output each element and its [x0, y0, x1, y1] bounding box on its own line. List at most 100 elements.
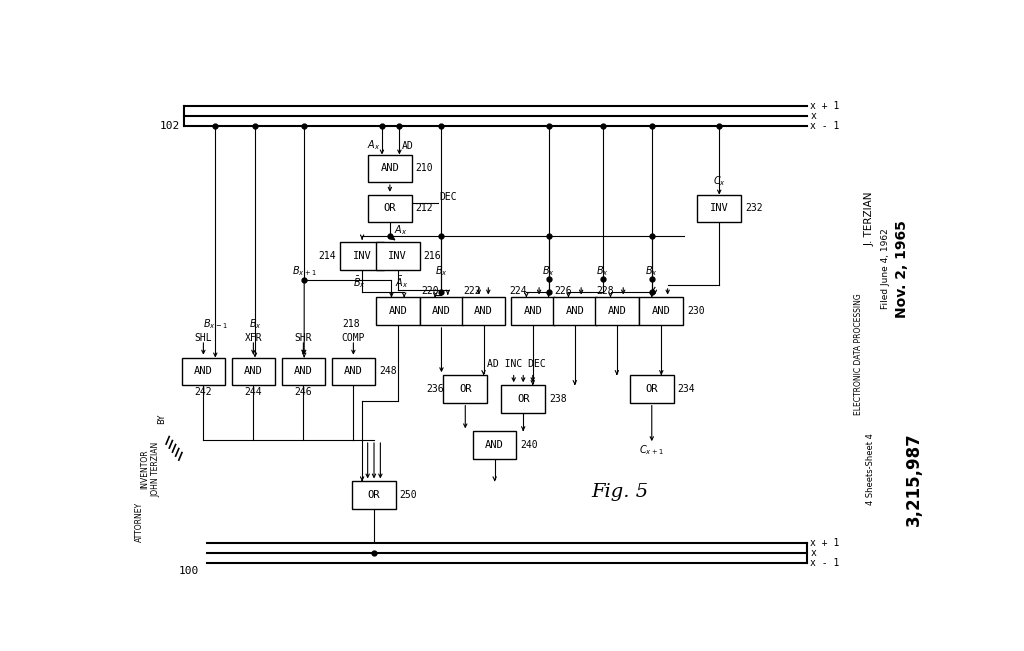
Text: $B_x$: $B_x$ — [596, 264, 609, 278]
Text: $A_x$: $A_x$ — [394, 223, 408, 237]
Text: $A_x$: $A_x$ — [368, 139, 380, 152]
FancyBboxPatch shape — [443, 375, 487, 403]
Text: AND: AND — [565, 306, 584, 316]
FancyBboxPatch shape — [376, 242, 420, 270]
Text: OR: OR — [645, 384, 658, 394]
Text: AND: AND — [607, 306, 627, 316]
Text: AND: AND — [344, 367, 362, 376]
Text: x - 1: x - 1 — [811, 120, 840, 131]
Text: x: x — [811, 548, 816, 559]
Text: INVENTOR
JOHN TERZIAN: INVENTOR JOHN TERZIAN — [140, 441, 160, 497]
FancyBboxPatch shape — [697, 195, 741, 222]
Text: ATTORNEY: ATTORNEY — [135, 502, 144, 542]
Text: 100: 100 — [179, 566, 200, 576]
Text: ELECTRONIC DATA PROCESSING: ELECTRONIC DATA PROCESSING — [854, 293, 862, 415]
Text: $B_x$: $B_x$ — [435, 264, 447, 278]
Text: 234: 234 — [678, 384, 695, 394]
FancyBboxPatch shape — [553, 298, 597, 325]
Text: 248: 248 — [379, 367, 396, 376]
Text: 242: 242 — [195, 387, 212, 396]
Text: Fig. 5: Fig. 5 — [592, 482, 648, 501]
FancyBboxPatch shape — [595, 298, 639, 325]
FancyBboxPatch shape — [368, 195, 412, 222]
Text: INV: INV — [710, 204, 729, 214]
Text: 228: 228 — [597, 286, 614, 296]
FancyBboxPatch shape — [368, 154, 412, 182]
Text: x - 1: x - 1 — [811, 559, 840, 568]
Text: AD INC DEC: AD INC DEC — [487, 359, 546, 369]
FancyBboxPatch shape — [332, 357, 375, 385]
Text: 238: 238 — [549, 394, 566, 404]
Text: AND: AND — [388, 306, 408, 316]
FancyBboxPatch shape — [502, 385, 545, 413]
Text: AND: AND — [523, 306, 542, 316]
Text: 3,215,987: 3,215,987 — [904, 432, 923, 526]
Text: INV: INV — [388, 251, 408, 261]
FancyBboxPatch shape — [473, 431, 516, 459]
FancyBboxPatch shape — [181, 357, 225, 385]
FancyBboxPatch shape — [282, 357, 326, 385]
Text: BY: BY — [157, 414, 166, 424]
Text: $B_{x+1}$: $B_{x+1}$ — [292, 264, 316, 278]
Text: J. TERZIAN: J. TERZIAN — [865, 191, 876, 245]
Text: AND: AND — [194, 367, 213, 376]
FancyBboxPatch shape — [340, 242, 384, 270]
FancyBboxPatch shape — [511, 298, 555, 325]
Text: x: x — [811, 111, 816, 120]
Text: DEC: DEC — [439, 193, 457, 202]
Text: 220: 220 — [421, 286, 439, 296]
FancyBboxPatch shape — [352, 481, 396, 509]
FancyBboxPatch shape — [376, 298, 420, 325]
Text: $B_x$: $B_x$ — [543, 264, 555, 278]
FancyBboxPatch shape — [420, 298, 463, 325]
Text: SHR: SHR — [295, 333, 312, 342]
Text: 224: 224 — [509, 286, 527, 296]
Text: AND: AND — [381, 163, 399, 173]
Text: AND: AND — [432, 306, 451, 316]
Text: 222: 222 — [463, 286, 481, 296]
Text: AND: AND — [474, 306, 493, 316]
Text: COMP: COMP — [342, 333, 366, 342]
Text: Filed June 4, 1962: Filed June 4, 1962 — [882, 229, 891, 309]
Text: AD: AD — [401, 141, 414, 150]
Text: 240: 240 — [520, 440, 538, 450]
Text: 232: 232 — [745, 204, 763, 214]
Text: $C_{x+1}$: $C_{x+1}$ — [639, 443, 665, 457]
Text: $C_x$: $C_x$ — [713, 174, 726, 187]
Text: AND: AND — [294, 367, 312, 376]
Text: 236: 236 — [426, 384, 443, 394]
Text: OR: OR — [517, 394, 529, 404]
Text: 218: 218 — [343, 319, 360, 329]
Text: 214: 214 — [318, 251, 336, 261]
Text: $B_x$: $B_x$ — [645, 264, 658, 278]
Text: 212: 212 — [416, 204, 433, 214]
Text: x + 1: x + 1 — [811, 101, 840, 111]
Text: $B_x$: $B_x$ — [249, 317, 261, 331]
Text: Nov. 2, 1965: Nov. 2, 1965 — [895, 219, 908, 318]
Text: AND: AND — [485, 440, 504, 450]
Text: $\bar{B}_x$: $\bar{B}_x$ — [352, 273, 366, 290]
Text: 246: 246 — [295, 387, 312, 396]
Text: 230: 230 — [687, 306, 705, 316]
Text: 216: 216 — [424, 251, 441, 261]
Text: $\bar{A}_x$: $\bar{A}_x$ — [395, 273, 409, 290]
Text: 4 Sheets-Sheet 4: 4 Sheets-Sheet 4 — [865, 433, 874, 505]
Text: OR: OR — [459, 384, 471, 394]
FancyBboxPatch shape — [231, 357, 275, 385]
Text: SHL: SHL — [195, 333, 212, 342]
Text: AND: AND — [244, 367, 263, 376]
Text: 102: 102 — [160, 120, 179, 131]
Text: x + 1: x + 1 — [811, 538, 840, 548]
Text: $B_{x-1}$: $B_{x-1}$ — [203, 317, 227, 331]
FancyBboxPatch shape — [630, 375, 674, 403]
FancyBboxPatch shape — [639, 298, 683, 325]
Text: OR: OR — [368, 490, 380, 500]
Text: 226: 226 — [555, 286, 572, 296]
Text: INV: INV — [352, 251, 372, 261]
Text: 210: 210 — [416, 163, 433, 173]
Text: 244: 244 — [245, 387, 262, 396]
FancyBboxPatch shape — [462, 298, 506, 325]
Text: OR: OR — [384, 204, 396, 214]
Text: 250: 250 — [399, 490, 418, 500]
Text: AND: AND — [652, 306, 671, 316]
